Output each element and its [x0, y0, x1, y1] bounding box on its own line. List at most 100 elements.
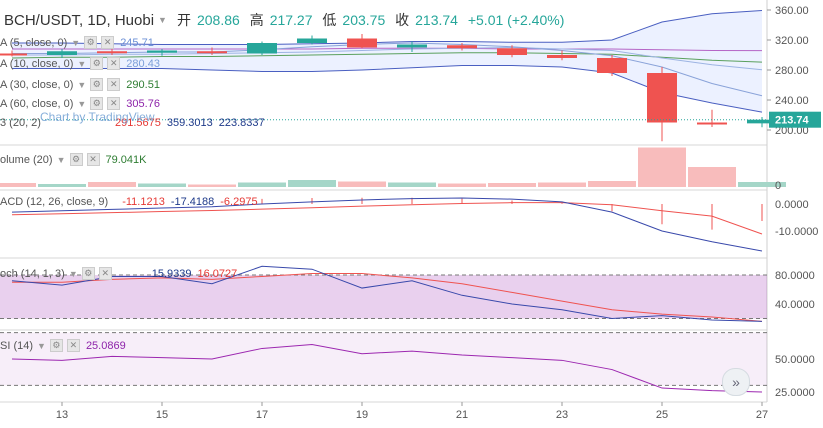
close-label: 收	[395, 12, 410, 28]
rsi-band-fill	[0, 332, 767, 386]
ma10-remove-icon[interactable]: ✕	[107, 57, 121, 70]
rsi-label: SI (14)	[0, 339, 34, 352]
ma30-settings-icon[interactable]: ⚙	[90, 78, 104, 91]
volume-bar-7	[338, 181, 386, 187]
stoch-k-value: 15.9339	[151, 267, 192, 280]
ma5-settings-icon[interactable]: ⚙	[84, 36, 98, 49]
price-tick-label-4: 200.00	[775, 125, 809, 137]
time-tick-label-6: 25	[656, 409, 668, 421]
symbol-dropdown-icon[interactable]: ▼	[158, 15, 167, 25]
ma60-menu-icon[interactable]: ▼	[77, 98, 87, 109]
stoch-settings-icon[interactable]: ⚙	[81, 267, 95, 280]
volume-bar-10	[488, 183, 536, 187]
legend-ma60[interactable]: A (60, close, 0) ▼ ⚙ ✕ 305.76	[0, 97, 160, 110]
ma5-menu-icon[interactable]: ▼	[71, 37, 81, 48]
volume-bar-2	[88, 182, 136, 187]
rsi-settings-icon[interactable]: ⚙	[49, 339, 63, 352]
scroll-to-realtime-button[interactable]: »	[722, 368, 750, 396]
legend-stoch[interactable]: och (14, 1, 3) ▼ ⚙ ✕ 15.9339 16.0727	[0, 267, 237, 280]
ma5-label: A (5, close, 0)	[0, 36, 68, 49]
time-tick-label-0: 13	[56, 409, 68, 421]
volume-axis-label-0: 0	[775, 180, 781, 192]
volume-bar-1	[38, 184, 86, 187]
last-price-tag	[769, 111, 821, 128]
ma5-remove-icon[interactable]: ✕	[101, 36, 115, 49]
ma5-value: 245.71	[120, 36, 154, 49]
last-price-tag-label: 213.74	[775, 115, 810, 127]
time-tick-label-5: 23	[556, 409, 568, 421]
macd-label: ACD (12, 26, close, 9)	[0, 196, 109, 208]
open-value: 208.86	[196, 12, 240, 28]
volume-menu-icon[interactable]: ▼	[56, 154, 66, 165]
ma10-value: 280.43	[126, 57, 160, 70]
volume-bar-6	[288, 180, 336, 187]
legend-macd[interactable]: ACD (12, 26, close, 9) -11.1213 -17.4188…	[0, 196, 258, 208]
ma60-settings-icon[interactable]: ⚙	[90, 97, 104, 110]
ma30-menu-icon[interactable]: ▼	[77, 79, 87, 90]
volume-bar-8	[388, 182, 436, 187]
stoch-remove-icon[interactable]: ✕	[98, 267, 112, 280]
price-tick-label-1: 320.00	[775, 35, 809, 47]
volume-bar-5	[238, 182, 286, 187]
ma10-label: A (10, close, 0)	[0, 57, 74, 70]
ma10-settings-icon[interactable]: ⚙	[90, 57, 104, 70]
macd-hist-value: -11.1213	[122, 196, 165, 208]
volume-remove-icon[interactable]: ✕	[86, 153, 100, 166]
stoch-k-line	[11, 265, 763, 322]
symbol-label[interactable]: BCH/USDT, 1D, Huobi	[4, 11, 155, 29]
low-value: 203.75	[342, 12, 386, 28]
ma30-value: 290.51	[126, 78, 160, 91]
macd-line-value: -17.4188	[170, 196, 215, 208]
high-value: 217.27	[269, 12, 313, 28]
ma60-remove-icon[interactable]: ✕	[107, 97, 121, 110]
candle-body-7	[347, 38, 377, 48]
ma30-line	[11, 52, 763, 63]
rsi-menu-icon[interactable]: ▼	[37, 340, 46, 351]
ma60-line	[12, 47, 763, 52]
stoch-d-value: 16.0727	[197, 267, 238, 280]
ma30-remove-icon[interactable]: ✕	[107, 78, 121, 91]
legend-ma5[interactable]: A (5, close, 0) ▼ ⚙ ✕ 245.71	[0, 36, 154, 49]
bb-upper-line	[12, 10, 763, 45]
legend-ma10[interactable]: A (10, close, 0) ▼ ⚙ ✕ 280.43	[0, 57, 160, 70]
time-tick-label-3: 19	[356, 409, 368, 421]
stoch-d-line	[12, 273, 763, 322]
candle-body-10	[497, 48, 527, 55]
candle-body-2	[97, 51, 127, 54]
candle-body-15	[747, 119, 777, 124]
macd-line	[11, 197, 763, 252]
stoch-menu-icon[interactable]: ▼	[68, 268, 78, 279]
volume-settings-icon[interactable]: ⚙	[69, 153, 83, 166]
bb-lower-value: 223.8337	[218, 117, 265, 129]
candle-body-6	[297, 38, 327, 43]
time-tick-label-4: 21	[456, 409, 468, 421]
legend-rsi[interactable]: SI (14) ▼ ⚙ ✕ 25.0869	[0, 339, 126, 352]
candle-body-11	[547, 55, 577, 58]
rsi-value: 25.0869	[85, 339, 126, 352]
bb-band-fill	[12, 10, 762, 113]
volume-bar-13	[638, 147, 686, 187]
candle-body-4	[197, 51, 227, 54]
volume-bar-9	[438, 183, 486, 187]
rsi-remove-icon[interactable]: ✕	[66, 339, 80, 352]
candle-body-5	[247, 43, 277, 54]
price-tick-label-0: 360.00	[775, 5, 809, 17]
ma60-value: 305.76	[126, 97, 160, 110]
macd-axis-label-0: 0.0000	[775, 199, 809, 211]
legend-volume[interactable]: olume (20) ▼ ⚙ ✕ 79.041K	[0, 153, 146, 166]
rsi-axis-label-0: 50.0000	[775, 354, 815, 366]
time-tick-label-2: 17	[256, 409, 268, 421]
legend-ma30[interactable]: A (30, close, 0) ▼ ⚙ ✕ 290.51	[0, 78, 160, 91]
legend-bb[interactable]: 3 (20, 2) 291.5675 359.3013 223.8337	[0, 117, 265, 129]
volume-label: olume (20)	[0, 153, 53, 166]
stoch-band-fill	[0, 275, 767, 319]
ma10-menu-icon[interactable]: ▼	[77, 58, 87, 69]
bb-upper-value: 359.3013	[166, 117, 213, 129]
close-value: 213.74	[415, 12, 458, 28]
volume-bar-15	[738, 182, 786, 187]
candle-body-3	[147, 50, 177, 53]
candle-body-14	[697, 122, 727, 125]
bb-lower-line	[12, 65, 763, 113]
